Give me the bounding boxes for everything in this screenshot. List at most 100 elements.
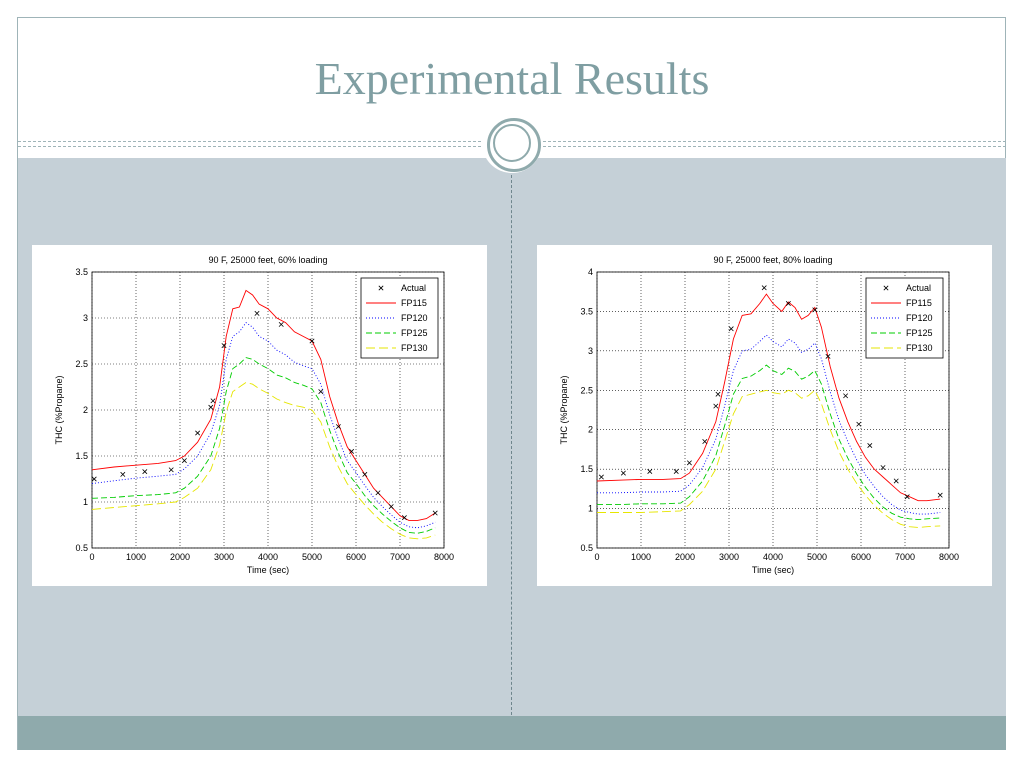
y-axis-label: THC (%Propane) — [559, 375, 569, 444]
actual-point — [856, 421, 862, 427]
actual-point — [254, 310, 260, 316]
y-tick-label: 2.5 — [75, 359, 88, 369]
y-tick-label: 2.5 — [580, 385, 593, 395]
actual-point — [843, 393, 849, 399]
legend-marker-actual — [378, 285, 384, 291]
actual-point — [728, 326, 734, 332]
footer-bar — [18, 716, 1006, 750]
actual-point — [904, 494, 910, 500]
circle-ornament-inner — [493, 124, 531, 162]
x-tick-label: 0 — [594, 552, 599, 562]
actual-point-stroke — [208, 404, 214, 410]
legend-label: FP130 — [401, 343, 428, 353]
actual-point-stroke — [309, 338, 315, 344]
actual-point — [598, 474, 604, 480]
actual-point — [620, 470, 626, 476]
y-tick-label: 1.5 — [580, 464, 593, 474]
actual-point-stroke — [893, 478, 899, 484]
series-line-fp130 — [597, 389, 941, 528]
y-tick-label: 1 — [588, 504, 593, 514]
actual-point — [388, 504, 394, 510]
actual-point-stroke — [673, 469, 679, 474]
actual-point-stroke — [362, 471, 368, 477]
legend-label: FP120 — [401, 313, 428, 323]
actual-point — [812, 307, 818, 313]
actual-point-stroke — [904, 494, 910, 500]
actual-point — [647, 469, 653, 474]
x-tick-label: 5000 — [807, 552, 827, 562]
legend: Actual FP115 FP120 FP125 FP130 — [360, 277, 439, 359]
x-axis-label: Time (sec) — [752, 565, 794, 575]
legend: Actual FP115 FP120 FP125 FP130 — [865, 277, 944, 359]
series-line-fp120 — [597, 334, 941, 515]
x-tick-label: 8000 — [434, 552, 454, 562]
actual-point — [937, 492, 943, 498]
series-line-fp125 — [91, 357, 436, 534]
legend-box — [865, 277, 944, 359]
x-tick-label: 7000 — [390, 552, 410, 562]
actual-point-stroke — [432, 510, 438, 516]
plot-frame — [596, 271, 950, 549]
series-line-fp125 — [597, 364, 941, 521]
actual-point-stroke — [880, 465, 886, 471]
actual-point — [713, 403, 719, 409]
actual-point-stroke — [620, 470, 626, 476]
y-tick-label: 1 — [83, 497, 88, 507]
legend-label: Actual — [401, 283, 426, 293]
actual-point-stroke — [686, 460, 692, 466]
chart-title: 90 F, 25000 feet, 80% loading — [713, 255, 832, 265]
y-tick-label: 1.5 — [75, 451, 88, 461]
actual-point — [673, 469, 679, 474]
legend-label: FP115 — [906, 298, 932, 308]
actual-point-stroke — [349, 448, 355, 454]
actual-point — [362, 471, 368, 477]
legend-label: FP125 — [401, 328, 428, 338]
actual-point-stroke — [728, 326, 734, 332]
actual-point — [880, 465, 886, 471]
actual-point-stroke — [715, 391, 721, 397]
series-line-fp130 — [91, 381, 436, 540]
actual-point — [686, 460, 692, 466]
actual-point-stroke — [713, 403, 719, 409]
x-tick-label: 1000 — [126, 552, 146, 562]
actual-point — [210, 398, 216, 404]
column-divider — [511, 175, 512, 715]
actual-point — [168, 467, 174, 473]
actual-point-stroke — [761, 285, 767, 291]
y-tick-label: 4 — [588, 267, 593, 277]
actual-point — [120, 471, 126, 477]
legend-label: FP115 — [401, 298, 427, 308]
actual-point-stroke — [812, 307, 818, 313]
actual-point — [309, 338, 315, 344]
x-tick-label: 4000 — [258, 552, 278, 562]
actual-point — [335, 424, 341, 430]
x-tick-label: 1000 — [631, 552, 651, 562]
actual-point-stroke — [278, 321, 284, 327]
actual-point-stroke — [937, 492, 943, 498]
chart-80-loading: 90 F, 25000 feet, 80% loading 0 1000 2000 30… — [537, 245, 992, 586]
y-tick-label: 3.5 — [580, 306, 593, 316]
series-line-fp115 — [91, 289, 436, 521]
actual-point — [715, 391, 721, 397]
actual-point-stroke — [210, 398, 216, 404]
y-tick-label: 2 — [83, 405, 88, 415]
actual-point — [761, 285, 767, 291]
actual-point-stroke — [375, 490, 381, 496]
actual-point — [867, 443, 873, 448]
actual-point — [221, 343, 227, 349]
actual-point-stroke — [825, 353, 831, 359]
y-tick-label: 3.5 — [75, 267, 88, 277]
x-tick-label: 4000 — [763, 552, 783, 562]
y-tick-label: 3 — [83, 313, 88, 323]
x-tick-label: 0 — [89, 552, 94, 562]
actual-point-stroke — [335, 424, 341, 430]
x-tick-label: 7000 — [895, 552, 915, 562]
x-axis-label: Time (sec) — [247, 565, 289, 575]
slide-title: Experimental Results — [314, 53, 710, 104]
x-tick-label: 6000 — [851, 552, 871, 562]
actual-point — [208, 404, 214, 410]
actual-point-stroke — [91, 476, 97, 482]
y-tick-label: 0.5 — [75, 543, 88, 553]
actual-point — [702, 439, 708, 445]
actual-point — [318, 389, 324, 395]
